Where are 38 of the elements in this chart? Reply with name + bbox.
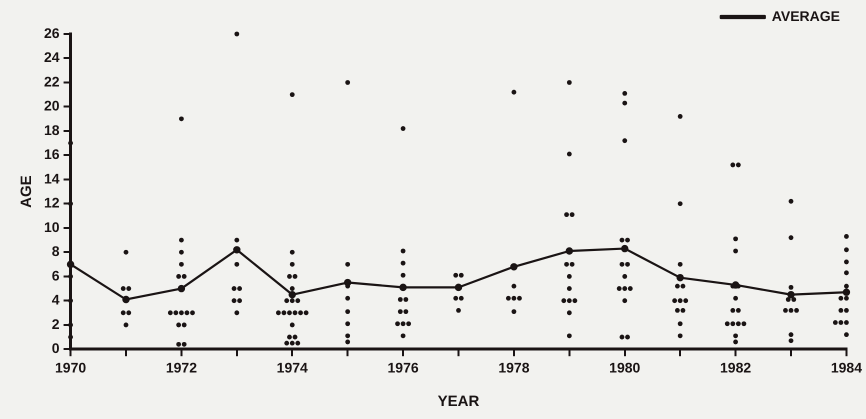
x-tick-label: 1984 [830,359,862,376]
x-axis-title: YEAR [438,393,480,410]
point [510,263,518,270]
y-tick-label: 2 [52,316,60,332]
point [676,274,684,282]
y-tick-label: 14 [44,170,60,186]
point [122,296,130,304]
y-tick-label: 12 [44,194,60,211]
y-tick-label: 26 [44,24,60,41]
point [842,288,850,296]
x-tick-label: 1972 [166,359,198,376]
y-tick-label: 20 [44,98,60,114]
point [178,284,186,292]
point [66,260,74,268]
y-tick-label: 22 [44,73,60,90]
y-tick-label: 24 [44,49,60,66]
x-tick-label: 1982 [720,359,752,376]
y-tick-label: 16 [44,146,60,162]
x-tick-label: 1976 [388,359,419,376]
x-tick-label: 1974 [276,359,308,376]
x-tick-label: 1978 [498,359,530,376]
point [233,246,241,254]
y-tick-label: 10 [44,218,60,235]
y-axis-title: AGE [18,175,36,208]
y-tick-label: 8 [52,243,60,260]
point [399,284,407,292]
y-tick-label: 0 [52,340,60,356]
point [621,244,628,252]
point [566,247,574,255]
point [454,284,462,292]
y-tick-label: 6 [52,267,60,284]
y-tick-label: 4 [52,292,60,308]
point [288,290,296,298]
x-tick-label: 1970 [54,359,86,376]
point [787,290,795,298]
legend-label: AVERAGE [772,8,840,24]
y-tick-label: 18 [44,122,60,138]
x-tick-label: 1980 [609,359,641,376]
